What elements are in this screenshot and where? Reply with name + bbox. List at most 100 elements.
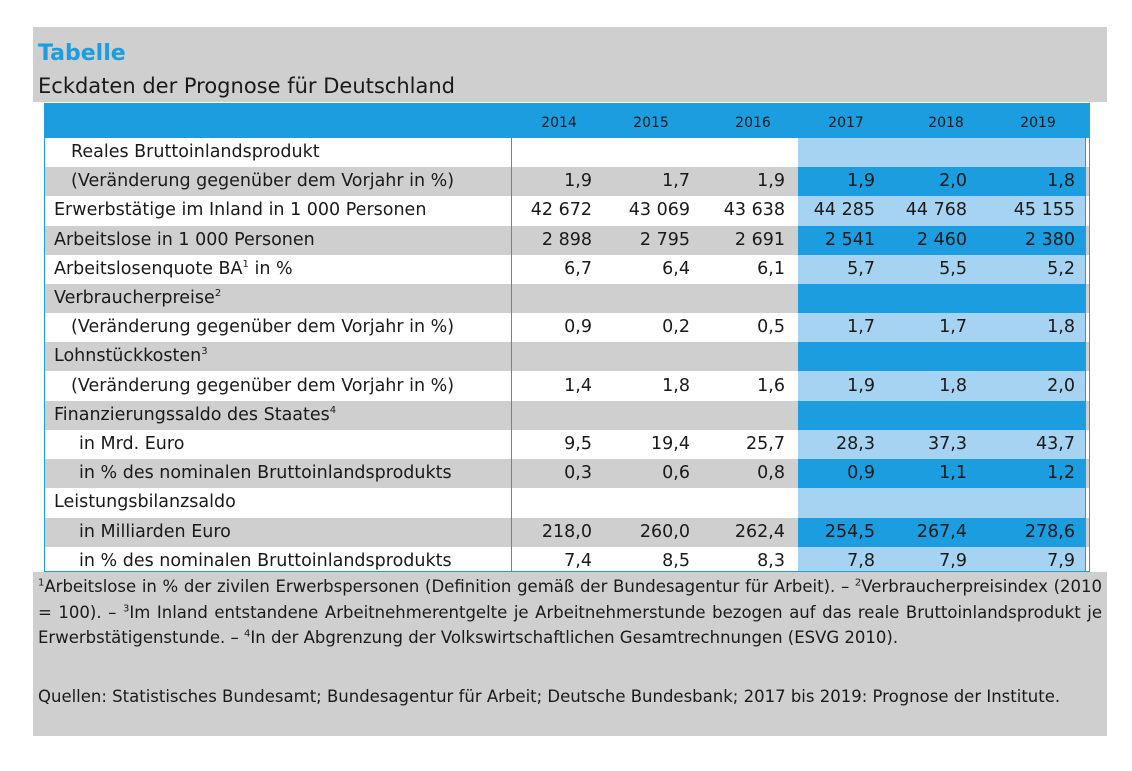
table-cell: 44 768 — [905, 200, 967, 221]
table-cell: 278,6 — [1024, 521, 1075, 542]
forecast-cell-band — [798, 342, 1086, 372]
sources-note: Quellen: Statistisches Bundesamt; Bundes… — [38, 687, 1061, 706]
table-cell: 0,3 — [564, 463, 592, 484]
table-cell: 7,4 — [564, 550, 592, 571]
row-label-text: in Mrd. Euro — [79, 434, 185, 454]
table-cell: 1,8 — [939, 375, 967, 396]
table-cell: 5,7 — [847, 258, 875, 279]
table-cell — [879, 401, 967, 430]
table-cell: 2 380 — [1024, 229, 1075, 250]
table-cell — [879, 138, 967, 167]
table-cell: 37,3 — [928, 434, 967, 454]
row-label: Finanzierungssaldo des Staates4 — [54, 401, 336, 430]
table-cell — [987, 488, 1075, 517]
forecast-cell-band — [798, 459, 1086, 489]
table-cell: 2 541 — [824, 229, 875, 250]
table-cell: 1,7 — [847, 317, 875, 338]
table-cell — [504, 401, 592, 430]
table-cell: 1,7 — [939, 317, 967, 338]
row-label: in Mrd. Euro — [79, 430, 184, 459]
table-row: in Milliarden Euro 218,0 260,0 262,4 254,5 26… — [45, 517, 1089, 547]
table-row: (Veränderung gegenüber dem Vorjahr in %)… — [45, 372, 1089, 401]
table-cell: 43 638 — [723, 200, 785, 221]
table-cell: 2,0 — [1047, 375, 1075, 396]
row-label-text: in Milliarden Euro — [79, 521, 231, 542]
row-label: in Milliarden Euro — [79, 518, 231, 547]
footnote-mark: 4 — [244, 628, 251, 640]
forecast-table: 2014 2015 2016 2017 2018 2019 Reales Bru… — [44, 103, 1090, 572]
table-cell: 1,9 — [847, 171, 875, 192]
row-label: Leistungsbilanzsaldo — [54, 488, 236, 517]
forecast-cell-band — [798, 167, 1086, 197]
table-row: Lohnstückkosten3 — [45, 342, 1089, 372]
table-cell: 19,4 — [651, 434, 690, 454]
table-cell: 7,8 — [847, 550, 875, 571]
table-cell: 1,8 — [662, 375, 690, 396]
table-cell: 43 069 — [628, 200, 690, 221]
table-row: Finanzierungssaldo des Staates4 — [45, 400, 1089, 430]
table-cell: 44 285 — [813, 200, 875, 221]
table-cell: 1,8 — [1047, 317, 1075, 338]
row-label-text: Lohnstückkosten — [54, 346, 202, 367]
row-label-text: Arbeitslosenquote BA — [54, 258, 243, 279]
table-row: in Mrd. Euro 9,5 19,4 25,7 28,3 37,3 43,7 — [45, 430, 1089, 459]
table-cell — [787, 342, 875, 371]
table-cell: 2 795 — [639, 229, 690, 250]
table-title: Eckdaten der Prognose für Deutschland — [38, 74, 455, 98]
table-cell — [987, 401, 1075, 430]
table-cell — [602, 488, 690, 517]
table-row: Arbeitslose in 1 000 Personen 2 898 2 795 2… — [45, 225, 1089, 255]
table-cell: 1,4 — [564, 375, 592, 396]
table-cell: 1,1 — [939, 463, 967, 484]
table-cell: 1,7 — [662, 171, 690, 192]
row-label: (Veränderung gegenüber dem Vorjahr in %) — [71, 372, 454, 401]
table-cell: 260,0 — [639, 521, 690, 542]
table-row: in % des nominalen Bruttoinlandsprodukts… — [45, 547, 1089, 571]
table-cell — [602, 138, 690, 167]
row-label-text: Reales Bruttoinlandsprodukt — [71, 142, 320, 162]
column-divider — [1085, 138, 1086, 571]
footnote-3: Im Inland entstandene Arbeitnehmerentgel… — [38, 602, 1102, 648]
table-cell: 6,7 — [564, 258, 592, 279]
table-cell — [697, 284, 785, 313]
table-cell: 1,2 — [1047, 463, 1075, 484]
table-cell: 43,7 — [1036, 434, 1075, 454]
table-cell: 6,4 — [662, 258, 690, 279]
table-row: Arbeitslosenquote BA1 in % 6,7 6,4 6,1 5,7 5,… — [45, 255, 1089, 284]
year-header: 2018 — [928, 115, 964, 131]
table-cell — [987, 138, 1075, 167]
table-cell: 1,6 — [757, 375, 785, 396]
footnote-mark: 1 — [38, 577, 45, 589]
table-cell: 267,4 — [916, 521, 967, 542]
table-row: Verbraucherpreise2 — [45, 284, 1089, 313]
row-label-text: Verbraucherpreise — [54, 288, 215, 308]
table-cell — [787, 401, 875, 430]
year-header: 2016 — [735, 115, 771, 131]
table-cell: 8,5 — [662, 550, 690, 571]
table-cell: 45 155 — [1013, 200, 1075, 221]
row-label: Arbeitslosenquote BA1 in % — [54, 255, 293, 284]
table-row: in % des nominalen Bruttoinlandsprodukts… — [45, 459, 1089, 489]
table-cell — [504, 488, 592, 517]
table-cell: 1,9 — [564, 171, 592, 192]
table-cell — [987, 342, 1075, 371]
footnote-4: In der Abgrenzung der Volkswirtschaftlic… — [250, 628, 899, 647]
table-cell — [504, 342, 592, 371]
footnote-mark: 3 — [122, 603, 130, 614]
year-header: 2014 — [541, 115, 577, 131]
forecast-cell-band — [798, 284, 1086, 313]
row-label-text: Finanzierungssaldo des Staates — [54, 404, 330, 425]
forecast-cell-band — [798, 225, 1086, 255]
table-cell: 0,6 — [662, 463, 690, 484]
table-cell: 1,8 — [1047, 171, 1075, 192]
table-cell: 2 898 — [541, 229, 592, 250]
table-cell — [787, 488, 875, 517]
table-cell: 0,5 — [757, 317, 785, 338]
table-cell: 1,9 — [757, 171, 785, 192]
row-label: Lohnstückkosten3 — [54, 342, 208, 371]
table-cell: 2,0 — [939, 171, 967, 192]
row-label-text: in % des nominalen Bruttoinlandsprodukts — [79, 463, 452, 484]
forecast-cell-band — [798, 517, 1086, 547]
footnote-ref: 1 — [242, 258, 249, 270]
table-row: Leistungsbilanzsaldo — [45, 488, 1089, 517]
